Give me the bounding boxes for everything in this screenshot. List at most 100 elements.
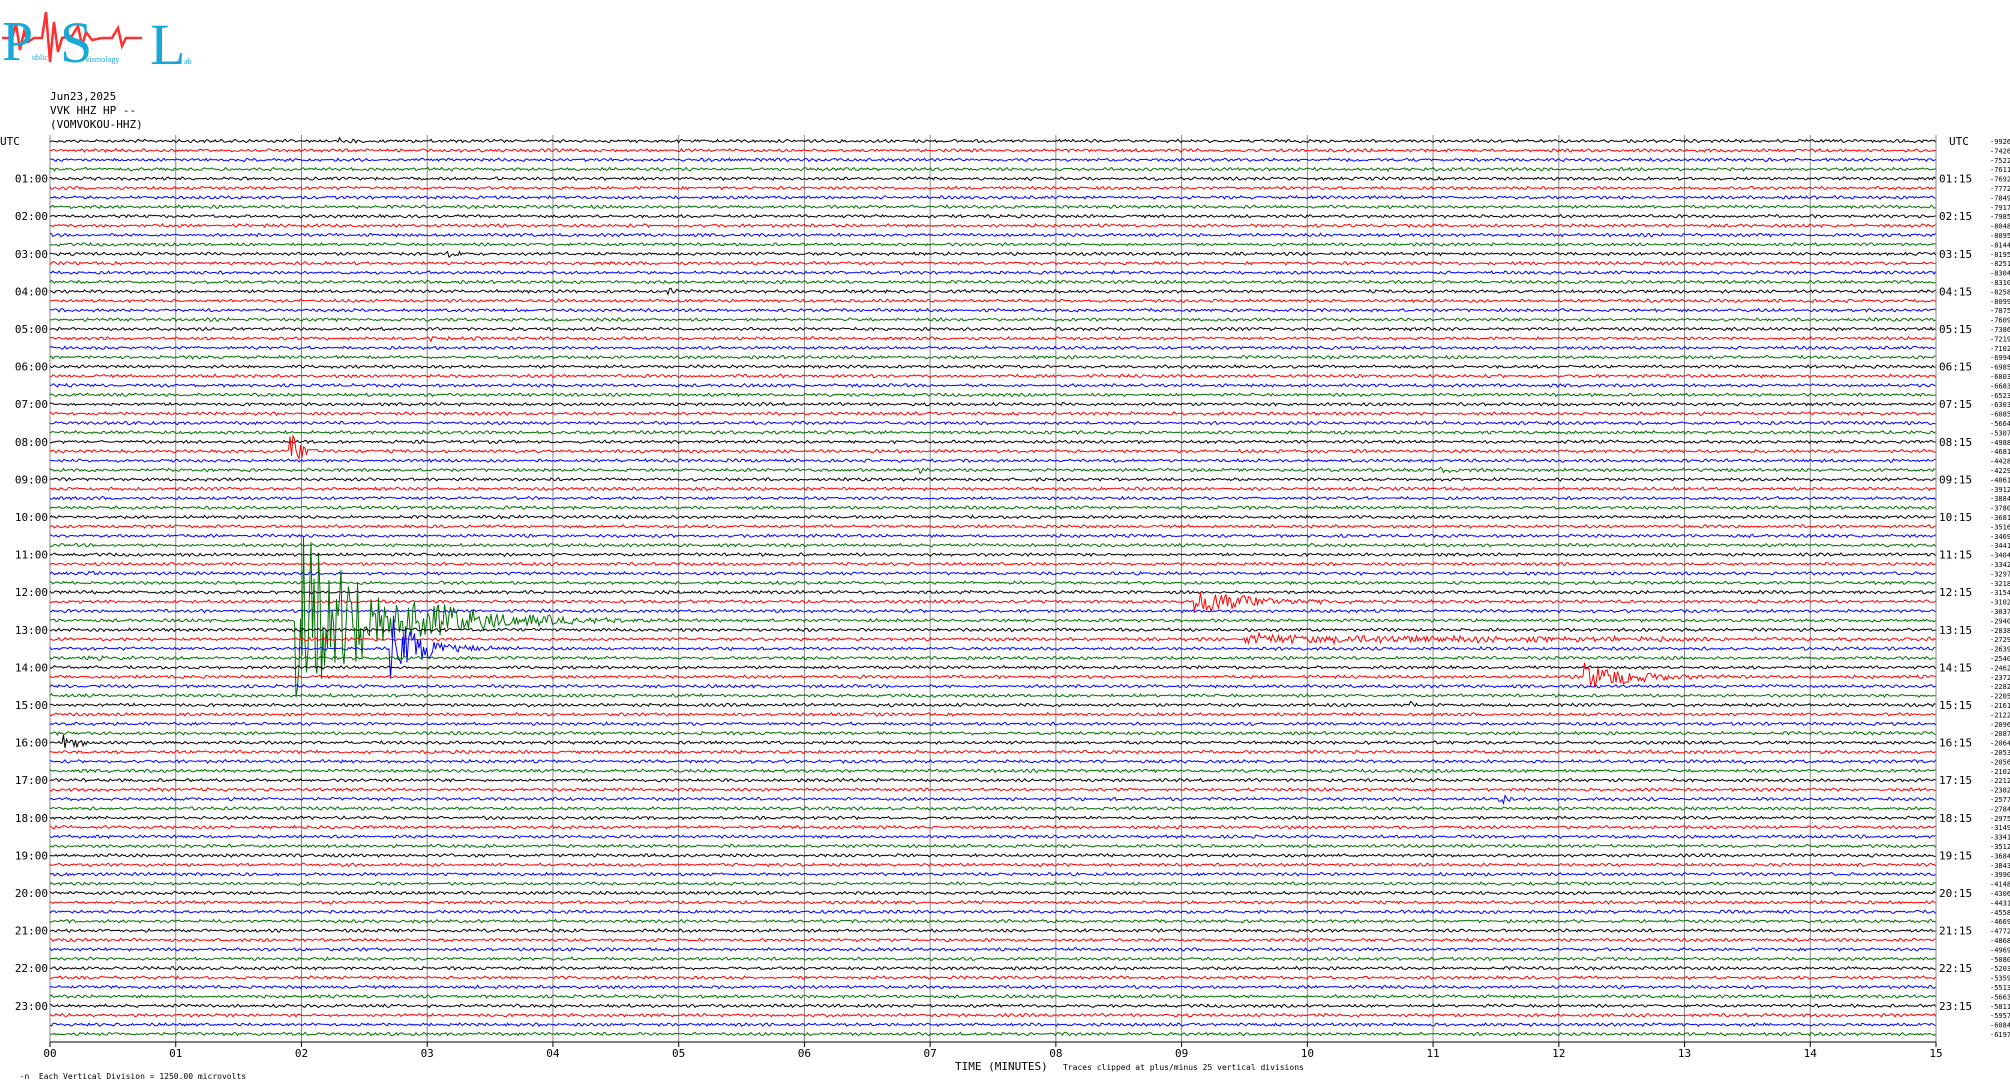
trace-offset-label: -4868 [1990,937,2010,945]
seismic-trace [49,794,1936,806]
right-hour-label: 03:15 [1939,248,1972,261]
left-hour-label: 14:00 [15,661,48,674]
trace-offset-label: -5359 [1990,975,2010,983]
seismic-trace [49,984,1936,990]
trace-offset-label: -3912 [1990,486,2010,494]
left-hour-label: 17:00 [15,774,48,787]
seismic-trace [49,787,1936,793]
trace-offset-label: -7875 [1990,307,2010,315]
seismic-trace [49,232,1936,238]
trace-offset-label: -2838 [1990,627,2010,635]
seismic-trace [49,871,1936,877]
station-label: VVK HHZ HP -- [50,104,137,117]
trace-offset-label: -2053 [1990,749,2010,757]
seismic-trace [49,279,1936,285]
seismic-trace [49,627,1936,633]
trace-offset-label: -7219 [1990,335,2010,343]
trace-offset-label: -2161 [1990,702,2010,710]
seismic-trace [49,589,1936,595]
seismic-trace [49,1022,1936,1028]
trace-offset-label: -5957 [1990,1012,2010,1020]
seismic-trace [49,429,1936,435]
seismic-trace [49,458,1936,464]
logo-letter-p: P [2,11,33,70]
seismic-trace [49,664,1936,670]
left-hour-label: 13:00 [15,624,48,637]
seismic-trace [49,608,1936,614]
trace-offset-label: -7609 [1990,317,2010,325]
left-hour-label: 19:00 [15,849,48,862]
left-hour-label: 02:00 [15,210,48,223]
clip-note: Traces clipped at plus/minus 25 vertical… [1063,1063,1304,1072]
x-tick-label: 13 [1678,1047,1691,1060]
seismic-trace [49,287,1936,296]
seismic-trace [49,486,1936,492]
left-hour-label: 15:00 [15,699,48,712]
left-hour-label: 18:00 [15,812,48,825]
trace-offset-label: -8251 [1990,260,2010,268]
seismic-trace [49,382,1936,388]
seismic-trace [49,824,1936,830]
seismic-trace [49,401,1936,407]
trace-offset-label: -2122 [1990,711,2010,719]
trace-offset-label: -3843 [1990,862,2010,870]
right-hour-label: 13:15 [1939,624,1972,637]
left-hour-label: 07:00 [15,398,48,411]
trace-offset-label: -6085 [1990,411,2010,419]
seismic-trace [50,975,1936,981]
seismic-trace [49,213,1936,219]
seismic-trace [49,946,1936,952]
trace-offset-label: -2975 [1990,815,2010,823]
trace-offset-label: -2102 [1990,768,2010,776]
seismic-trace [49,533,1936,539]
x-tick-label: 06 [798,1047,811,1060]
psl-logo: P S L ublic eismology ab [2,10,192,70]
trace-offset-label: -4061 [1990,476,2010,484]
seismic-trace [49,890,1936,896]
trace-offset-label: -2940 [1990,617,2010,625]
trace-offset-label: -7426 [1990,147,2010,155]
seismic-trace [49,147,1936,154]
seismic-trace [49,439,1936,445]
left-hour-label: 22:00 [15,962,48,975]
seismic-trace [49,466,1936,475]
right-hour-label: 11:15 [1939,549,1972,562]
trace-offset-label: -2205 [1990,693,2010,701]
seismic-trace [49,570,1936,577]
seismic-trace [49,185,1936,191]
right-hour-label: 20:15 [1939,887,1972,900]
x-tick-label: 04 [546,1047,560,1060]
logo-word-ab: ab [184,57,192,66]
logo-word-ublic: ublic [32,53,48,62]
seismic-trace [49,270,1936,276]
x-tick-label: 14 [1804,1047,1818,1060]
trace-offset-label: -4969 [1990,946,2010,954]
seismic-trace [49,505,1936,511]
seismic-trace [49,852,1936,858]
seismic-trace [49,711,1936,717]
left-hour-label: 08:00 [15,436,48,449]
seismic-trace [49,758,1936,765]
trace-offset-label: -5664 [1990,420,2010,428]
trace-offset-label: -6303 [1990,401,2010,409]
trace-offset-label: -2639 [1990,646,2010,654]
seismic-trace [49,768,1936,774]
seismic-trace [49,1012,1936,1018]
seismic-trace [49,335,1936,343]
trace-offset-label: -7849 [1990,194,2010,202]
trace-offset-label: -2212 [1990,777,2010,785]
right-hour-label: 21:15 [1939,925,1972,938]
seismic-trace [49,580,1936,586]
left-hour-label: 20:00 [15,887,48,900]
seismic-trace [49,730,1936,736]
seismic-trace [49,928,1936,934]
trace-offset-label: -4306 [1990,890,2010,898]
seismic-trace [49,899,1936,906]
seismic-trace [49,523,1936,529]
seismic-trace [49,434,1936,461]
trace-offset-label: -8258 [1990,288,2010,296]
seismic-trace [49,937,1936,943]
trace-offset-label: -3102 [1990,599,2010,607]
logo-letter-l: L [150,12,185,70]
